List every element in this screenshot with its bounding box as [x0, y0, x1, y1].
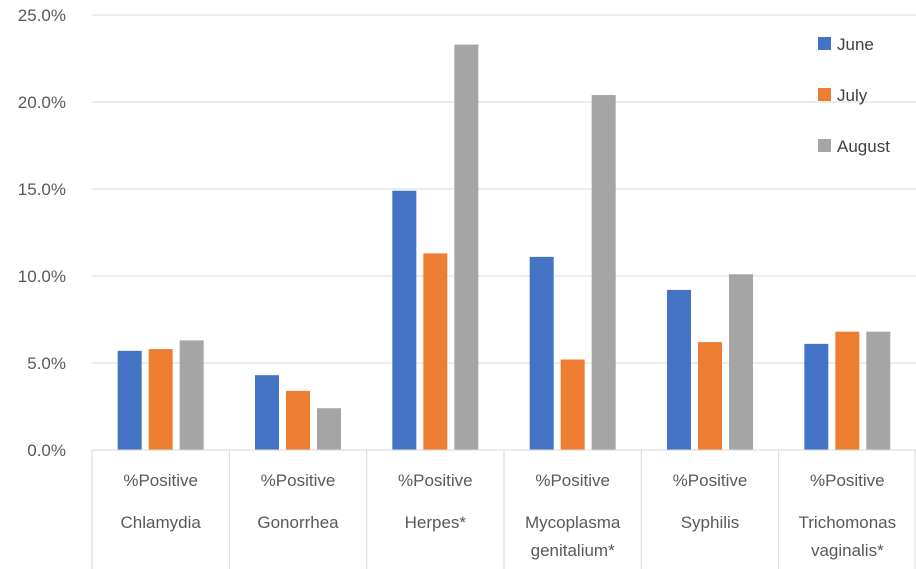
legend-swatch-august — [818, 139, 831, 152]
y-tick-label: 15.0% — [18, 180, 66, 199]
bar-july-1 — [286, 390, 310, 450]
x-category-label: %Positive — [261, 471, 336, 490]
bar-august-1 — [317, 408, 341, 450]
gridlines — [92, 14, 916, 451]
y-tick-label: 0.0% — [27, 441, 66, 460]
bar-june-5 — [804, 343, 829, 450]
bar-july-4 — [698, 342, 722, 450]
x-category-label: Syphilis — [681, 513, 740, 532]
x-category-label: %Positive — [673, 471, 748, 490]
legend-swatch-july — [818, 88, 831, 101]
x-category-label: Chlamydia — [121, 513, 202, 532]
x-category-label: Gonorrhea — [257, 513, 339, 532]
legend-swatch-june — [818, 37, 831, 50]
y-tick-label: 5.0% — [27, 354, 66, 373]
bars — [117, 44, 891, 451]
legend: June July August — [818, 35, 890, 156]
y-tick-label: 20.0% — [18, 93, 66, 112]
bar-july-3 — [560, 359, 585, 450]
x-category-label: %Positive — [398, 471, 473, 490]
x-category-label: genitalium* — [531, 541, 615, 560]
bar-june-0 — [117, 350, 142, 450]
legend-label-july: July — [837, 86, 868, 105]
x-category-label: Trichomonas — [799, 513, 897, 532]
x-category-label: Mycoplasma — [525, 513, 621, 532]
legend-label-june: June — [837, 35, 874, 54]
x-axis: %Positive Chlamydia %Positive Gonorrhea %Pos… — [91, 449, 916, 569]
x-category-label: vaginalis* — [811, 541, 884, 560]
y-tick-label: 10.0% — [18, 267, 66, 286]
bar-august-4 — [729, 274, 753, 450]
bar-july-0 — [148, 349, 173, 450]
bar-august-0 — [179, 340, 204, 450]
bar-june-3 — [529, 256, 554, 450]
bar-june-4 — [667, 289, 691, 450]
y-tick-label: 25.0% — [18, 6, 66, 25]
bar-august-5 — [866, 331, 891, 450]
x-category-label: %Positive — [535, 471, 610, 490]
bar-august-2 — [454, 44, 479, 451]
bar-july-5 — [835, 331, 860, 450]
x-category-label: Herpes* — [405, 513, 467, 532]
bar-july-2 — [423, 253, 448, 450]
x-category-label: %Positive — [123, 471, 198, 490]
bar-june-2 — [392, 190, 417, 451]
y-axis-ticks: 0.0% 5.0% 10.0% 15.0% 20.0% 25.0% — [18, 6, 66, 460]
bar-august-3 — [591, 95, 616, 450]
x-category-label: %Positive — [810, 471, 885, 490]
bar-june-1 — [255, 375, 279, 450]
legend-label-august: August — [837, 137, 890, 156]
